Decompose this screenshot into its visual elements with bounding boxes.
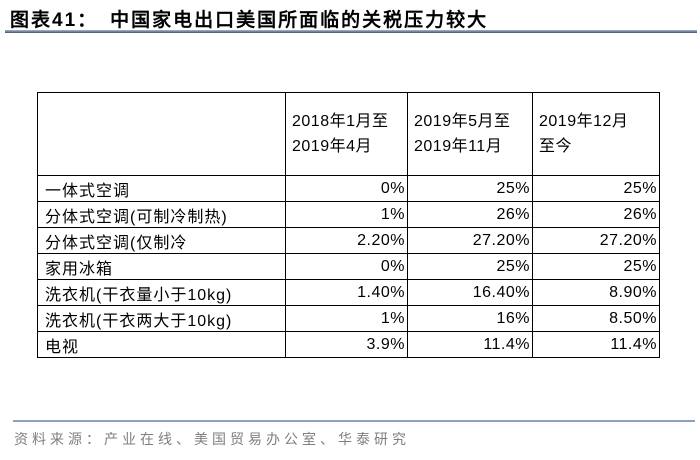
table-row: 洗衣机(干衣两大于10kg) 1% 16% 8.50% — [37, 305, 660, 332]
table-row: 分体式空调(仅制冷 2.20% 27.20% 27.20% — [37, 227, 660, 254]
source-label: 资料来源： — [14, 431, 104, 447]
tariff-value: 11.4% — [532, 331, 660, 358]
figure-title: 图表41： 中国家电出口美国所面临的关税压力较大 — [10, 5, 695, 32]
tariff-value: 25% — [407, 175, 533, 202]
tariff-value: 2.20% — [285, 227, 408, 254]
tariff-value: 26% — [532, 201, 660, 228]
tariff-value: 26% — [407, 201, 533, 228]
tariff-value: 3.9% — [285, 331, 408, 358]
tariff-value: 1% — [285, 201, 408, 228]
header-period-3: 2019年12月 至今 — [532, 92, 660, 176]
tariff-value: 25% — [532, 175, 660, 202]
figure-title-text: 中国家电出口美国所面临的关税压力较大 — [110, 10, 489, 31]
tariff-value: 16% — [407, 305, 533, 332]
table-row: 电视 3.9% 11.4% 11.4% — [37, 331, 660, 358]
header-product-column — [37, 92, 286, 176]
row-label: 分体式空调(可制冷制热) — [37, 201, 286, 228]
tariff-value: 25% — [407, 253, 533, 280]
table-row: 洗衣机(干衣量小于10kg) 1.40% 16.40% 8.90% — [37, 279, 660, 306]
row-label: 洗衣机(干衣量小于10kg) — [37, 279, 286, 306]
tariff-value: 1% — [285, 305, 408, 332]
row-label: 家用冰箱 — [37, 253, 286, 280]
header-period-2: 2019年5月至 2019年11月 — [407, 92, 533, 176]
header-period-1: 2018年1月至 2019年4月 — [285, 92, 408, 176]
table-header-row: 2018年1月至 2019年4月 2019年5月至 2019年11月 2019年… — [37, 92, 660, 176]
table-row: 分体式空调(可制冷制热) 1% 26% 26% — [37, 201, 660, 228]
tariff-value: 11.4% — [407, 331, 533, 358]
title-divider — [5, 30, 697, 33]
row-label: 洗衣机(干衣两大于10kg) — [37, 305, 286, 332]
row-label: 电视 — [37, 331, 286, 358]
tariff-value: 16.40% — [407, 279, 533, 306]
tariff-value: 8.90% — [532, 279, 660, 306]
tariff-value: 1.40% — [285, 279, 408, 306]
tariff-value: 25% — [532, 253, 660, 280]
tariff-value: 27.20% — [532, 227, 660, 254]
figure-number: 图表41： — [10, 10, 99, 31]
source-text: 产业在线、美国贸易办公室、华泰研究 — [104, 431, 410, 447]
footer-divider — [13, 420, 695, 422]
source-note: 资料来源：产业在线、美国贸易办公室、华泰研究 — [14, 429, 410, 449]
tariff-value: 0% — [285, 175, 408, 202]
table-row: 家用冰箱 0% 25% 25% — [37, 253, 660, 280]
tariff-value: 0% — [285, 253, 408, 280]
tariff-value: 8.50% — [532, 305, 660, 332]
row-label: 分体式空调(仅制冷 — [37, 227, 286, 254]
row-label: 一体式空调 — [37, 175, 286, 202]
tariff-value: 27.20% — [407, 227, 533, 254]
table-row: 一体式空调 0% 25% 25% — [37, 175, 660, 202]
tariff-table: 2018年1月至 2019年4月 2019年5月至 2019年11月 2019年… — [37, 92, 660, 358]
